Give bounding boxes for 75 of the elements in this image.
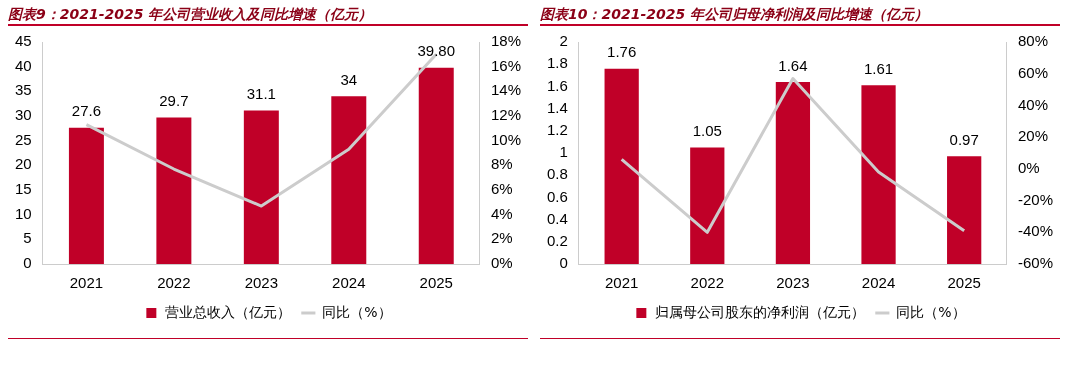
y-tick-label: 0 [23, 254, 32, 272]
y-tick-label: 1.8 [546, 54, 568, 72]
y-tick-label: 20 [15, 155, 32, 173]
y-tick-label: 0.8 [546, 165, 568, 183]
y-tick-label: 1.6 [546, 76, 568, 94]
data-label: 1.05 [692, 122, 722, 140]
data-label: 1.76 [607, 43, 637, 61]
bar [243, 110, 279, 264]
y2-tick-label: 4% [490, 204, 513, 222]
y-tick-label: 0.4 [546, 209, 568, 227]
data-label: 29.7 [159, 92, 189, 110]
y-tick-label: 25 [15, 130, 32, 148]
y-tick-label: 35 [15, 81, 32, 99]
x-tick-label: 2021 [69, 274, 104, 292]
y-tick-label: 45 [15, 32, 32, 50]
x-tick-label: 2023 [776, 274, 810, 292]
y-tick-label: 1.2 [546, 120, 568, 138]
bar [775, 81, 811, 264]
y2-tick-label: 18% [490, 32, 522, 50]
y-tick-label: 40 [15, 56, 32, 74]
y-tick-label: 1.4 [546, 98, 568, 116]
y-tick-label: 1 [559, 143, 568, 161]
data-label: 27.6 [71, 102, 102, 120]
y2-tick-label: 0% [1017, 159, 1040, 176]
y2-tick-label: 20% [1017, 127, 1049, 145]
y2-tick-label: 10% [490, 130, 522, 148]
x-tick-label: 2023 [244, 274, 279, 292]
legend-label: 营业总收入（亿元） [165, 303, 292, 320]
y-tick-label: 30 [15, 106, 32, 124]
legend-label: 归属母公司股东的净利润（亿元） [655, 303, 866, 320]
data-label: 1.61 [863, 59, 894, 77]
y-tick-label: 15 [15, 180, 32, 198]
y2-tick-label: 60% [1017, 63, 1049, 81]
y2-tick-label: 16% [490, 56, 522, 74]
legend-label: 同比（%） [322, 303, 392, 320]
x-tick-label: 2022 [690, 274, 724, 292]
x-tick-label: 2024 [332, 274, 366, 292]
x-tick-label: 2025 [419, 274, 453, 292]
y2-tick-label: -40% [1017, 222, 1054, 240]
chart-title: 图表9：2021-2025 年公司营业收入及同比增速（亿元） [8, 5, 374, 24]
bar [947, 156, 982, 264]
x-tick-label: 2022 [157, 274, 191, 292]
y-tick-label: 10 [15, 204, 32, 222]
x-tick-label: 2021 [604, 274, 639, 292]
y-tick-label: 5 [23, 229, 32, 247]
bar [604, 68, 639, 264]
y2-tick-label: 0% [490, 254, 513, 272]
data-label: 31.1 [246, 85, 276, 103]
y2-tick-label: 14% [490, 81, 522, 99]
x-tick-label: 2025 [947, 274, 981, 292]
legend-label: 同比（%） [896, 303, 966, 320]
y2-tick-label: -60% [1017, 254, 1054, 272]
y-tick-label: 2 [559, 32, 568, 50]
x-tick-label: 2024 [861, 274, 896, 292]
bar [68, 127, 104, 264]
data-label: 1.64 [778, 56, 808, 74]
data-label: 0.97 [949, 130, 979, 148]
y-tick-label: 0.2 [546, 231, 568, 249]
y2-tick-label: 2% [490, 229, 513, 247]
chart-title: 图表10：2021-2025 年公司归母净利润及同比增速（亿元） [540, 5, 930, 24]
y2-tick-label: 8% [490, 155, 513, 173]
y2-tick-label: 12% [490, 106, 522, 124]
y-tick-label: 0 [559, 254, 568, 272]
bar [331, 96, 367, 264]
y2-tick-label: 6% [490, 180, 513, 198]
bar [418, 67, 454, 264]
y2-tick-label: 40% [1017, 95, 1049, 113]
y-tick-label: 0.6 [546, 187, 568, 205]
bar [690, 147, 725, 264]
y2-tick-label: -20% [1017, 190, 1054, 208]
bar [861, 85, 896, 264]
data-label: 39.80 [417, 42, 456, 60]
y2-tick-label: 80% [1017, 32, 1049, 50]
data-label: 34 [340, 70, 358, 88]
bar [156, 117, 192, 264]
